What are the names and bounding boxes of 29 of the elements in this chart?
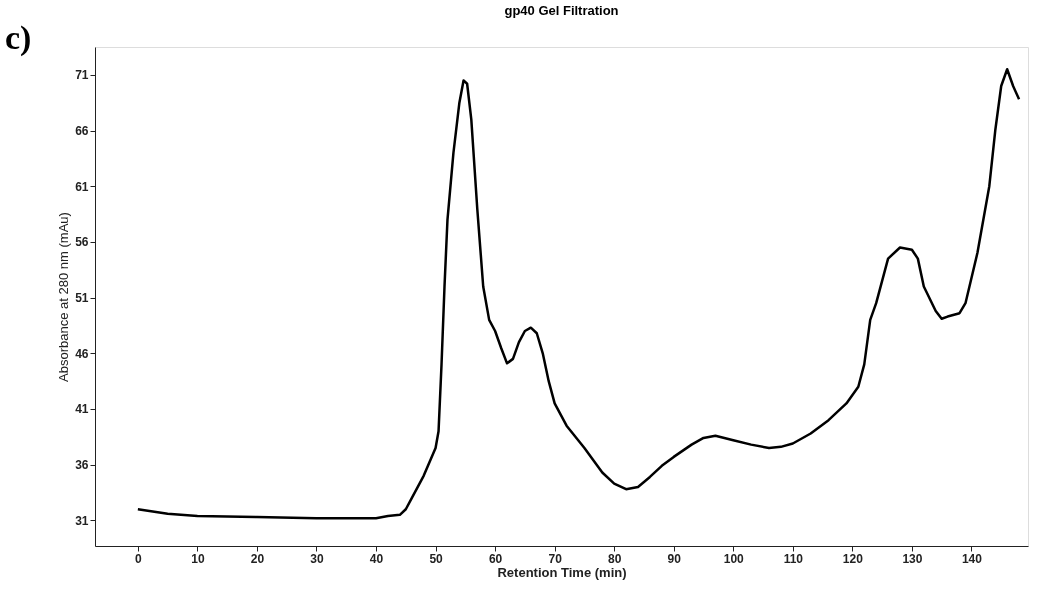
y-tick-label: 56 xyxy=(75,235,89,250)
x-tick-label: 80 xyxy=(608,551,622,566)
x-tick-label: 30 xyxy=(310,551,324,566)
x-tick-label: 90 xyxy=(667,551,682,566)
text: c) xyxy=(5,19,32,57)
x-tick-label: 110 xyxy=(783,551,804,566)
chart-title: gp40 Gel Filtration xyxy=(504,3,619,18)
y-tick-label: 36 xyxy=(75,458,89,473)
y-tick-label: 66 xyxy=(75,124,89,139)
x-tick-label: 70 xyxy=(548,551,563,566)
x-tick-label: 50 xyxy=(429,551,444,566)
y-tick-label: 41 xyxy=(75,402,89,417)
y-tick-label: 31 xyxy=(75,513,89,528)
x-axis-title: Retention Time (min) xyxy=(497,564,627,580)
y-tick-label: 51 xyxy=(75,291,89,306)
x-tick-label: 10 xyxy=(191,551,205,566)
x-tick-label: 140 xyxy=(961,551,983,566)
y-axis-title: Absorbance at 280 nm (mAu) xyxy=(56,212,72,382)
x-tick-label: 40 xyxy=(369,551,384,566)
y-tick-label: 71 xyxy=(75,68,89,83)
x-tick-label: 100 xyxy=(723,551,745,566)
x-tick-label: 0 xyxy=(135,551,143,566)
x-tick-label: 20 xyxy=(250,551,265,566)
x-tick-label: 130 xyxy=(902,551,923,566)
line-series xyxy=(136,68,1021,520)
y-tick-label: 46 xyxy=(75,346,89,361)
x-tick-label: 60 xyxy=(488,551,503,566)
x-tick-label: 120 xyxy=(842,551,864,566)
y-tick-label: 61 xyxy=(75,179,89,194)
